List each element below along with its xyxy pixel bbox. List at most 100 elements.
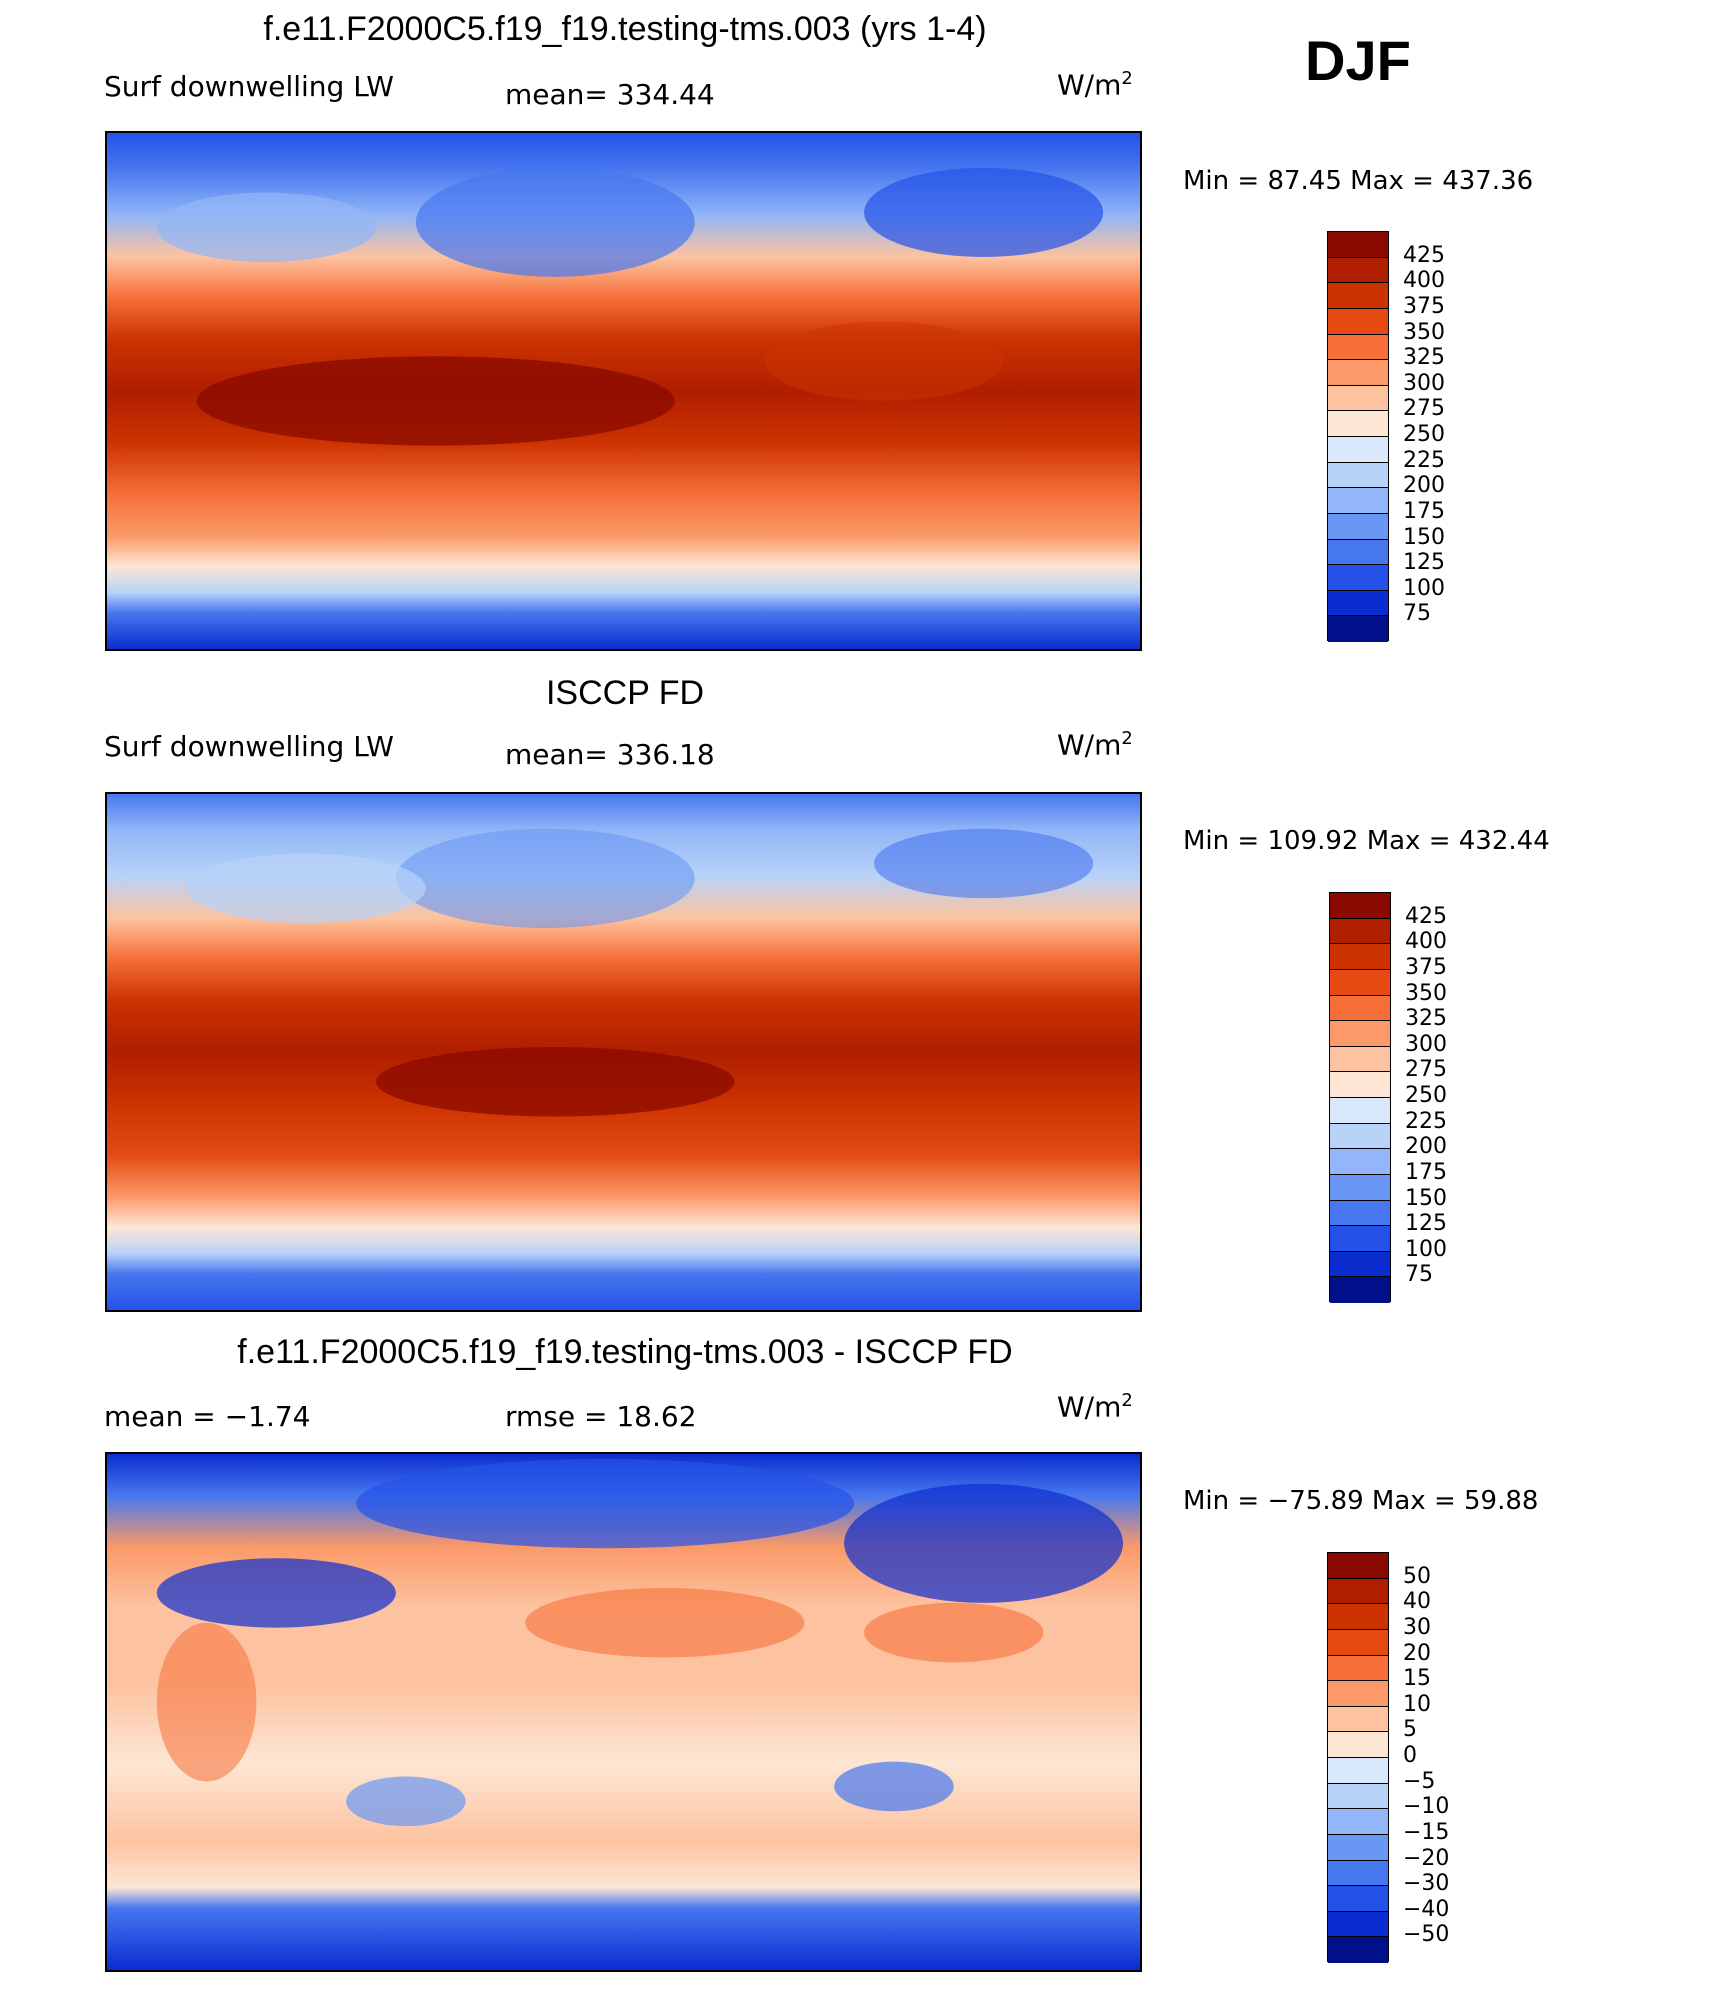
colorbar-tick-label: 200 (1405, 1134, 1447, 1160)
units-text: W/m (1057, 68, 1122, 102)
colorbar-box (1330, 1200, 1390, 1227)
colorbar-tick-label: 150 (1403, 524, 1445, 550)
colorbar-box (1328, 283, 1388, 309)
diff-field-svg (107, 1454, 1140, 1970)
panel-diff-title: f.e11.F2000C5.f19_f19.testing-tms.003 - … (237, 1333, 1013, 1371)
colorbar-tick-label: 40 (1403, 1589, 1431, 1615)
model-field-svg (107, 133, 1140, 649)
colorbar-tick-label: 250 (1403, 422, 1445, 447)
colorbar-box (1330, 944, 1390, 970)
colorbar-box (1328, 590, 1388, 617)
colorbar-tick-label: 75 (1403, 601, 1431, 627)
units-text: W/m (1057, 1390, 1122, 1424)
colorbar-tick-label: 100 (1403, 575, 1445, 601)
colorbar-box (1330, 918, 1390, 945)
panel-model-minmax: Min = 87.45 Max = 437.36 (1183, 166, 1534, 196)
colorbar-tick-label: 275 (1403, 396, 1445, 422)
panel-diff-colorbar (1327, 1552, 1389, 1963)
colorbar-box (1328, 411, 1388, 437)
colorbar-box (1328, 616, 1388, 642)
colorbar-box (1328, 1886, 1388, 1912)
colorbar-tick-label: 425 (1403, 242, 1445, 268)
colorbar-box (1328, 1553, 1388, 1579)
colorbar-tick-label: 30 (1403, 1614, 1431, 1640)
colorbar-box (1328, 437, 1388, 463)
colorbar-tick-label: 375 (1405, 954, 1447, 980)
panel-diff-rmse-label: rmse = 18.62 (505, 1400, 697, 1433)
colorbar-tick-label: 0 (1403, 1743, 1417, 1768)
colorbar-box (1330, 1123, 1390, 1150)
colorbar-tick-label: 425 (1405, 903, 1447, 929)
colorbar-tick-label: 75 (1405, 1262, 1433, 1288)
colorbar-tick-label: −10 (1403, 1794, 1450, 1820)
colorbar-box (1328, 1629, 1388, 1656)
colorbar-tick-label: 200 (1403, 473, 1445, 499)
panel-diff-map (105, 1452, 1142, 1972)
colorbar-box (1328, 385, 1388, 412)
colorbar-box (1328, 1937, 1388, 1963)
colorbar-box (1330, 893, 1390, 919)
obs-field-svg (107, 794, 1140, 1310)
panel-obs-units: W/m2 (1057, 728, 1133, 761)
colorbar-box (1328, 1860, 1388, 1887)
panel-model-units: W/m2 (1057, 68, 1133, 101)
panel-obs-title: ISCCP FD (545, 674, 705, 712)
colorbar-box (1328, 1809, 1388, 1835)
colorbar-tick-label: −50 (1403, 1922, 1450, 1948)
colorbar-box (1328, 1911, 1388, 1938)
colorbar-box (1328, 1604, 1388, 1630)
colorbar-box (1328, 1834, 1388, 1861)
colorbar-box (1330, 1174, 1390, 1201)
panel-model-map (105, 131, 1142, 651)
colorbar-tick-label: 5 (1403, 1717, 1417, 1743)
panel-obs-mean-label: mean= 336.18 (505, 738, 715, 771)
panel-model-variable-label: Surf downwelling LW (104, 70, 394, 103)
colorbar-tick-label: 100 (1405, 1236, 1447, 1262)
panel-model-mean-label: mean= 334.44 (505, 78, 715, 111)
colorbar-tick-label: 175 (1403, 498, 1445, 524)
colorbar-box (1328, 513, 1388, 540)
colorbar-tick-label: 175 (1405, 1159, 1447, 1185)
colorbar-box (1328, 334, 1388, 361)
colorbar-box (1328, 565, 1388, 591)
colorbar-tick-label: 125 (1405, 1211, 1447, 1237)
panel-diff-minmax: Min = −75.89 Max = 59.88 (1183, 1486, 1539, 1516)
colorbar-tick-label: −40 (1403, 1896, 1450, 1922)
units-exponent: 2 (1121, 1390, 1133, 1411)
colorbar-box (1330, 1149, 1390, 1175)
colorbar-tick-label: 225 (1405, 1108, 1447, 1134)
colorbar-tick-label: 275 (1405, 1057, 1447, 1083)
colorbar-tick-label: 250 (1405, 1083, 1447, 1108)
units-exponent: 2 (1121, 728, 1133, 749)
colorbar-tick-label: 350 (1405, 980, 1447, 1006)
colorbar-box (1328, 462, 1388, 489)
panel-obs-colorbar (1329, 892, 1391, 1303)
colorbar-tick-label: 50 (1403, 1563, 1431, 1589)
colorbar-tick-label: 300 (1405, 1031, 1447, 1057)
colorbar-tick-label: 300 (1403, 370, 1445, 396)
colorbar-box (1330, 1226, 1390, 1252)
colorbar-box (1328, 257, 1388, 284)
colorbar-tick-label: 375 (1403, 293, 1445, 319)
colorbar-box (1328, 1578, 1388, 1605)
colorbar-tick-label: −5 (1403, 1768, 1436, 1794)
colorbar-box (1330, 1098, 1390, 1124)
season-label: DJF (1305, 29, 1411, 92)
colorbar-box (1328, 1783, 1388, 1810)
colorbar-box (1328, 1732, 1388, 1758)
colorbar-box (1330, 969, 1390, 996)
colorbar-tick-label: 125 (1403, 550, 1445, 576)
colorbar-box (1330, 995, 1390, 1022)
colorbar-tick-label: 150 (1405, 1185, 1447, 1211)
colorbar-box (1328, 539, 1388, 566)
colorbar-tick-label: 325 (1405, 1006, 1447, 1032)
colorbar-box (1328, 488, 1388, 514)
colorbar-box (1328, 232, 1388, 258)
colorbar-box (1330, 1021, 1390, 1047)
panel-obs-map (105, 792, 1142, 1312)
colorbar-box (1330, 1251, 1390, 1278)
colorbar-tick-label: 15 (1403, 1666, 1431, 1692)
colorbar-box (1328, 308, 1388, 335)
panel-model-colorbar (1327, 231, 1389, 642)
colorbar-tick-label: 10 (1403, 1691, 1431, 1717)
